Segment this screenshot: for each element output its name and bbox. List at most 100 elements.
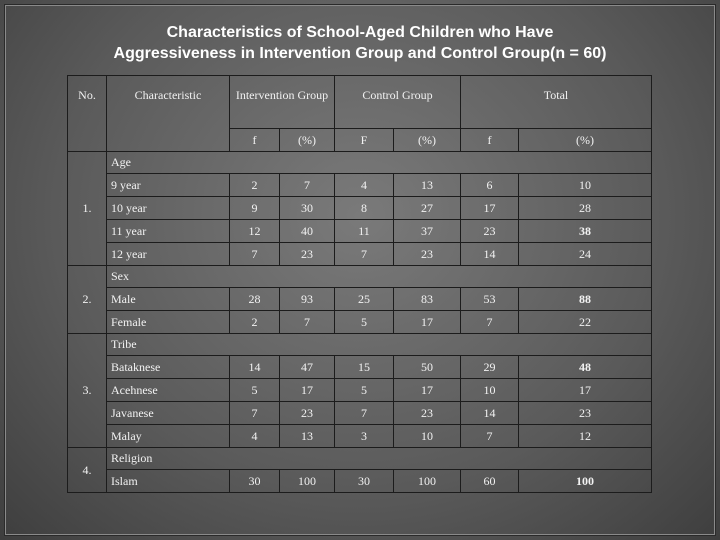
header-row-2: f (%) F (%) f (%): [68, 128, 652, 152]
header-tot-f: f: [460, 128, 519, 152]
table-row: Acehnese 5 17 5 17 10 17: [68, 378, 652, 402]
cell-tot-f: 23: [460, 219, 519, 243]
cell-tot-f: 53: [460, 287, 519, 311]
cell-ctl-pct: 83: [393, 287, 461, 311]
cell-ctl-pct: 37: [393, 219, 461, 243]
characteristics-table: No. Characteristic Intervention Group Co…: [67, 75, 652, 493]
slide-title: Characteristics of School-Aged Children …: [0, 22, 720, 64]
cell-tot-f: 17: [460, 196, 519, 220]
table-row: Javanese 7 23 7 23 14 23: [68, 401, 652, 425]
header-int-f: f: [229, 128, 280, 152]
cell-ctl-pct: 50: [393, 355, 461, 379]
table-row: 9 year 2 7 4 13 6 10: [68, 173, 652, 197]
header-no: No.: [67, 75, 107, 152]
cell-tot-pct: 48: [518, 355, 652, 379]
cell-int-f: 28: [229, 287, 280, 311]
header-ctl-pct: (%): [393, 128, 461, 152]
cell-int-pct: 30: [279, 196, 335, 220]
section-label: Tribe: [106, 333, 652, 356]
header-control: Control Group: [334, 75, 461, 129]
row-label: 12 year: [106, 242, 230, 266]
cell-ctl-f: 8: [334, 196, 394, 220]
cell-tot-f: 14: [460, 242, 519, 266]
section-label: Sex: [106, 265, 652, 288]
cell-int-f: 2: [229, 173, 280, 197]
cell-ctl-pct: 10: [393, 424, 461, 448]
cell-int-f: 14: [229, 355, 280, 379]
cell-int-pct: 93: [279, 287, 335, 311]
cell-ctl-pct: 23: [393, 242, 461, 266]
row-label: Malay: [106, 424, 230, 448]
cell-ctl-f: 7: [334, 242, 394, 266]
cell-int-f: 7: [229, 242, 280, 266]
table-body: No. Characteristic Intervention Group Co…: [67, 75, 652, 493]
row-label: Male: [106, 287, 230, 311]
table-row: Bataknese 14 47 15 50 29 48: [68, 355, 652, 379]
cell-tot-pct: 100: [518, 469, 652, 493]
cell-int-pct: 23: [279, 401, 335, 425]
cell-tot-f: 10: [460, 378, 519, 402]
header-characteristic: Characteristic: [106, 75, 230, 152]
cell-ctl-pct: 27: [393, 196, 461, 220]
title-line-1: Characteristics of School-Aged Children …: [166, 24, 554, 41]
cell-int-pct: 17: [279, 378, 335, 402]
cell-ctl-f: 5: [334, 310, 394, 334]
header-total: Total: [460, 75, 652, 129]
cell-tot-f: 14: [460, 401, 519, 425]
table-row: Malay 4 13 3 10 7 12: [68, 424, 652, 448]
cell-int-f: 9: [229, 196, 280, 220]
slide-frame: [4, 4, 716, 536]
cell-tot-f: 7: [460, 310, 519, 334]
cell-ctl-f: 30: [334, 469, 394, 493]
cell-tot-pct: 12: [518, 424, 652, 448]
header-intervention: Intervention Group: [229, 75, 335, 129]
cell-int-f: 4: [229, 424, 280, 448]
cell-int-f: 2: [229, 310, 280, 334]
table-row: 12 year 7 23 7 23 14 24: [68, 242, 652, 266]
cell-int-pct: 40: [279, 219, 335, 243]
cell-tot-f: 60: [460, 469, 519, 493]
section-label: Age: [106, 151, 652, 174]
table-row: 10 year 9 30 8 27 17 28: [68, 196, 652, 220]
cell-int-pct: 100: [279, 469, 335, 493]
section-number: 3.: [67, 333, 107, 448]
cell-ctl-f: 15: [334, 355, 394, 379]
cell-ctl-f: 5: [334, 378, 394, 402]
cell-ctl-pct: 100: [393, 469, 461, 493]
cell-int-f: 30: [229, 469, 280, 493]
section-number: 2.: [67, 265, 107, 334]
section-row: 4. Religion: [67, 447, 652, 493]
cell-tot-f: 29: [460, 355, 519, 379]
row-label: Bataknese: [106, 355, 230, 379]
section-row: 1. Age: [67, 151, 652, 266]
cell-tot-pct: 10: [518, 173, 652, 197]
table-row: Male 28 93 25 83 53 88: [68, 287, 652, 311]
row-label: Islam: [106, 469, 230, 493]
section-number: 4.: [67, 447, 107, 493]
header-ctl-f: F: [334, 128, 394, 152]
cell-int-pct: 7: [279, 173, 335, 197]
cell-tot-f: 6: [460, 173, 519, 197]
cell-ctl-pct: 13: [393, 173, 461, 197]
cell-ctl-f: 3: [334, 424, 394, 448]
cell-ctl-pct: 17: [393, 310, 461, 334]
section-row: 3. Tribe: [67, 333, 652, 448]
row-label: 11 year: [106, 219, 230, 243]
cell-int-pct: 13: [279, 424, 335, 448]
row-label: Javanese: [106, 401, 230, 425]
header-tot-pct: (%): [518, 128, 652, 152]
cell-ctl-f: 4: [334, 173, 394, 197]
cell-int-f: 5: [229, 378, 280, 402]
cell-tot-pct: 24: [518, 242, 652, 266]
cell-ctl-pct: 23: [393, 401, 461, 425]
table-row: Female 2 7 5 17 7 22: [68, 310, 652, 334]
cell-tot-f: 7: [460, 424, 519, 448]
section-number: 1.: [67, 151, 107, 266]
cell-int-pct: 47: [279, 355, 335, 379]
cell-int-f: 7: [229, 401, 280, 425]
cell-tot-pct: 88: [518, 287, 652, 311]
cell-int-pct: 7: [279, 310, 335, 334]
cell-int-pct: 23: [279, 242, 335, 266]
cell-ctl-f: 25: [334, 287, 394, 311]
cell-ctl-f: 7: [334, 401, 394, 425]
